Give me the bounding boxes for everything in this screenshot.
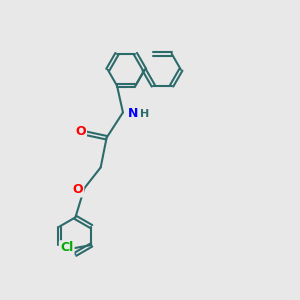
Text: O: O [75, 125, 86, 138]
Text: H: H [140, 109, 149, 119]
Text: Cl: Cl [60, 242, 73, 254]
Text: O: O [73, 183, 83, 196]
Text: N: N [128, 107, 139, 120]
